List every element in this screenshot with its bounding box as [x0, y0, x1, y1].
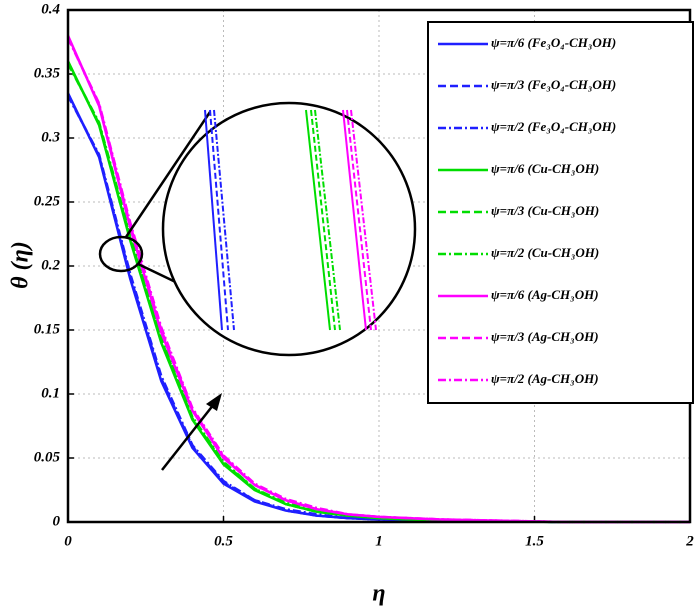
legend-label: ψ=π/6 (Cu-CH₃OH) — [491, 161, 599, 176]
x-tick-label: 0 — [64, 533, 72, 549]
x-tick-label: 1.5 — [525, 533, 544, 549]
x-tick-label: 1 — [375, 533, 383, 549]
y-tick-label: 0.25 — [34, 193, 61, 209]
y-tick-label: 0.3 — [41, 129, 60, 145]
y-tick-label: 0 — [53, 513, 61, 529]
legend: ψ=π/6 (Fe₃O₄-CH₃OH) ψ=π/3 (Fe₃O₄-CH₃OH) ψ=… — [427, 21, 694, 404]
plot-area — [66, 8, 692, 524]
y-tick-label: 0.1 — [41, 385, 60, 401]
x-tick-label: 0.5 — [214, 533, 233, 549]
legend-box — [427, 21, 694, 404]
legend-label: ψ=π/2 (Ag-CH₃OH) — [491, 371, 599, 386]
legend-label: ψ=π/6 (Ag-CH₃OH) — [491, 287, 599, 302]
legend-label: ψ=π/2 (Cu-CH₃OH) — [491, 245, 599, 260]
legend-label: ψ=π/3 (Cu-CH₃OH) — [491, 203, 599, 218]
x-axis-label: η — [372, 581, 385, 607]
y-tick-label: 0.05 — [34, 449, 61, 465]
zoom-annotation — [98, 101, 417, 471]
y-tick-label: 0.35 — [34, 65, 61, 81]
legend-label: ψ=π/6 (Fe₃O₄-CH₃OH) — [491, 35, 616, 50]
x-tick-label: 2 — [685, 533, 694, 549]
legend-label: ψ=π/3 (Ag-CH₃OH) — [491, 329, 599, 344]
legend-label: ψ=π/3 (Fe₃O₄-CH₃OH) — [491, 77, 616, 92]
y-tick-label: 0.4 — [41, 1, 60, 17]
legend-label: ψ=π/2 (Fe₃O₄-CH₃OH) — [491, 119, 616, 134]
y-tick-label: 0.15 — [34, 321, 61, 337]
y-axis-label: θ (η) — [8, 241, 34, 289]
y-tick-label: 0.2 — [41, 257, 60, 273]
